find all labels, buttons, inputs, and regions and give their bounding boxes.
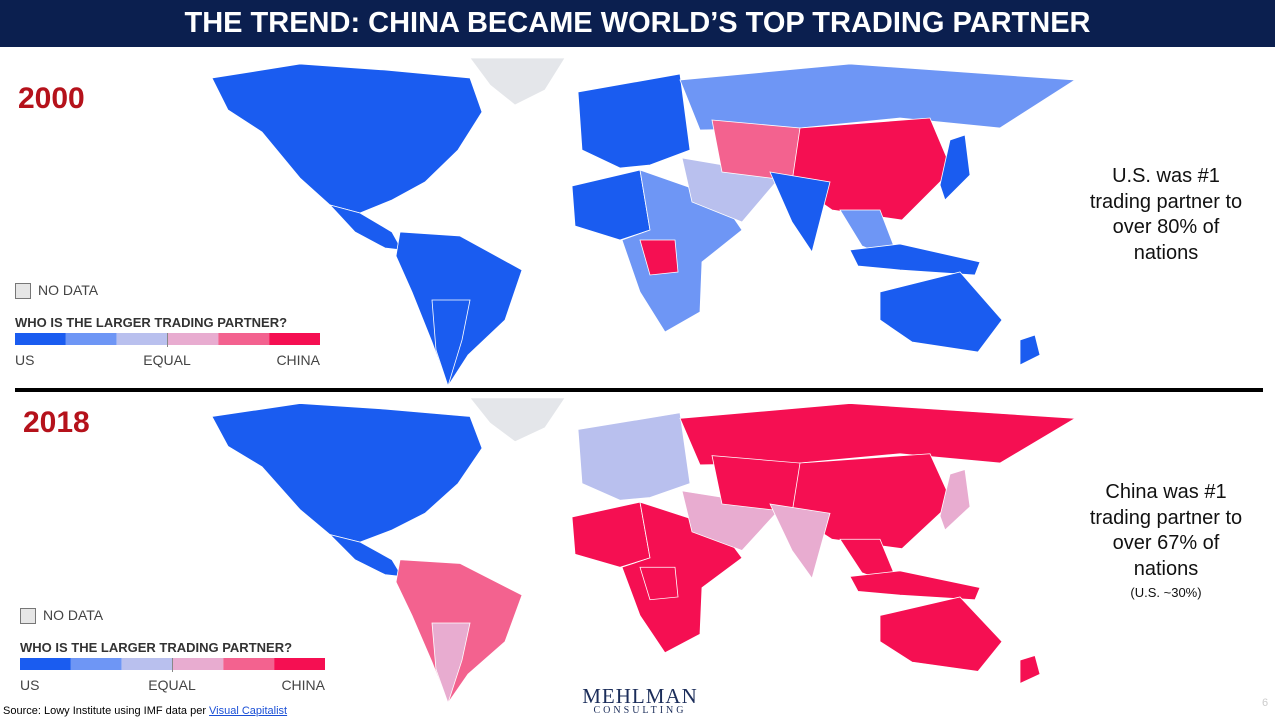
legend-title: WHO IS THE LARGER TRADING PARTNER? xyxy=(15,315,288,330)
country-region xyxy=(849,570,981,601)
legend-label: CHINA xyxy=(281,677,325,693)
world-map xyxy=(211,57,1077,388)
subnote: (U.S. ~30%) xyxy=(1130,585,1202,600)
note-line: over 80% of xyxy=(1112,216,1220,238)
legend-swatch xyxy=(218,333,270,345)
country-region xyxy=(769,171,831,253)
logo-name: MEHLMAN xyxy=(582,684,698,708)
country-region xyxy=(577,412,691,501)
note-line: nations xyxy=(1133,557,1199,580)
year: 2018 xyxy=(23,406,90,439)
country-region xyxy=(711,455,803,514)
legend-swatch xyxy=(65,333,117,345)
legend-title: WHO IS THE LARGER TRADING PARTNER? xyxy=(20,640,293,655)
no-data-swatch xyxy=(20,608,36,624)
country-region xyxy=(1019,334,1041,366)
legend-swatch xyxy=(274,658,325,670)
country-region xyxy=(939,134,971,201)
note-line: U.S. was #1 xyxy=(1112,165,1220,187)
no-data-label: NO DATA xyxy=(38,282,99,298)
legend-swatch xyxy=(116,333,168,345)
country-region xyxy=(879,271,1003,353)
legend-swatch xyxy=(167,333,219,345)
note-line: over 67% of xyxy=(1112,532,1220,554)
legend-swatch xyxy=(121,658,173,670)
country-region xyxy=(328,533,403,577)
country-region xyxy=(679,63,1077,131)
country-region xyxy=(328,204,403,251)
logo-sub: CONSULTING xyxy=(593,705,687,716)
country-region xyxy=(879,596,1003,672)
legend-label: US xyxy=(20,677,40,693)
note-line: trading partner to xyxy=(1089,506,1243,529)
legend-swatch xyxy=(20,658,71,670)
country-region xyxy=(679,403,1077,466)
country-region xyxy=(211,403,483,543)
note-line: China was #1 xyxy=(1105,481,1227,503)
note-line: trading partner to xyxy=(1089,190,1243,213)
country-region xyxy=(769,503,831,580)
legend-label: CHINA xyxy=(276,352,320,368)
legend-label: EQUAL xyxy=(143,352,191,368)
divider xyxy=(15,388,1263,392)
legend-label: EQUAL xyxy=(148,677,196,693)
country-region xyxy=(469,397,566,443)
country-region xyxy=(211,63,483,214)
world-map xyxy=(211,397,1077,705)
country-region xyxy=(571,169,651,241)
country-region xyxy=(469,57,566,106)
country-region xyxy=(571,501,651,568)
legend-swatch xyxy=(172,658,224,670)
country-region xyxy=(939,469,971,531)
country-region xyxy=(639,239,679,276)
note-line: nations xyxy=(1133,241,1199,264)
year: 2000 xyxy=(18,82,85,115)
country-region xyxy=(1019,655,1041,685)
country-region xyxy=(639,566,679,601)
legend-swatch xyxy=(223,658,275,670)
no-data-label: NO DATA xyxy=(43,607,104,623)
country-region xyxy=(711,119,803,183)
title: THE TREND: CHINA BECAME WORLD’S TOP TRAD… xyxy=(0,0,1275,47)
source: Source: Lowy Institute using IMF data pe… xyxy=(3,705,287,717)
page-number: 6 xyxy=(1262,697,1269,709)
legend-swatch xyxy=(269,333,320,345)
legend-label: US xyxy=(15,352,35,368)
source-link[interactable]: Visual Capitalist xyxy=(209,705,288,717)
country-region xyxy=(849,243,981,276)
legend-swatch xyxy=(70,658,122,670)
country-region xyxy=(431,299,471,388)
no-data-swatch xyxy=(15,283,31,299)
legend-swatch xyxy=(15,333,66,345)
source-text: Source: Lowy Institute using IMF data pe… xyxy=(3,705,210,717)
country-region xyxy=(431,622,471,705)
country-region xyxy=(577,73,691,169)
